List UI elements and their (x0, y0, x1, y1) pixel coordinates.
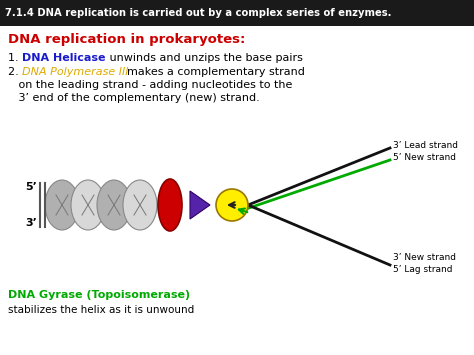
Circle shape (216, 189, 248, 221)
Text: 3’ New strand: 3’ New strand (393, 253, 456, 262)
Text: on the leading strand - adding nucleotides to the: on the leading strand - adding nucleotid… (8, 80, 292, 90)
Ellipse shape (97, 180, 131, 230)
Text: DNA replication in prokaryotes:: DNA replication in prokaryotes: (8, 33, 246, 47)
Text: 5’ New strand: 5’ New strand (393, 153, 456, 163)
Text: 5’ Lag strand: 5’ Lag strand (393, 266, 453, 274)
Text: 3’ Lead strand: 3’ Lead strand (393, 141, 458, 149)
Ellipse shape (45, 180, 79, 230)
Text: 5’: 5’ (25, 182, 37, 192)
Ellipse shape (71, 180, 105, 230)
Bar (0, 0, 474, 26)
Text: stabilizes the helix as it is unwound: stabilizes the helix as it is unwound (8, 305, 194, 315)
Text: unwinds and unzips the base pairs: unwinds and unzips the base pairs (106, 53, 303, 63)
Text: 1.: 1. (8, 53, 22, 63)
Text: DNA Gyrase (Topoisomerase): DNA Gyrase (Topoisomerase) (8, 290, 190, 300)
Text: 2.: 2. (8, 67, 22, 77)
Polygon shape (190, 191, 210, 219)
Ellipse shape (123, 180, 157, 230)
Text: DNA Helicase: DNA Helicase (22, 53, 106, 63)
Text: 3’: 3’ (25, 218, 37, 228)
Ellipse shape (158, 179, 182, 231)
Text: 3’ end of the complementary (new) strand.: 3’ end of the complementary (new) strand… (8, 93, 260, 103)
Text: DNA Polymerase III: DNA Polymerase III (22, 67, 128, 77)
Text: makes a complementary strand: makes a complementary strand (120, 67, 305, 77)
Text: 7.1.4 DNA replication is carried out by a complex series of enzymes.: 7.1.4 DNA replication is carried out by … (5, 8, 392, 18)
